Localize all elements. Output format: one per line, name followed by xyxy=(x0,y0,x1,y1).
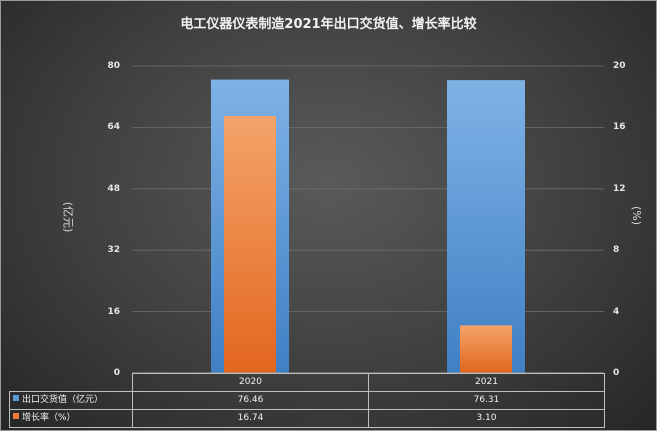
bar-growth-rate xyxy=(460,325,512,373)
category-label: 2020 xyxy=(132,373,369,392)
legend-key-blue xyxy=(13,395,19,401)
left-tick-label: 64 xyxy=(107,122,120,133)
left-tick-label: 0 xyxy=(113,368,120,378)
right-tick-label: 12 xyxy=(613,183,626,194)
data-label: 76.31 xyxy=(368,391,605,410)
left-tick-label: 48 xyxy=(107,183,120,194)
bar-export-value xyxy=(447,80,525,374)
left-tick-label: 16 xyxy=(107,306,120,317)
data-label: 3.10 xyxy=(368,409,605,428)
left-tick-label: 32 xyxy=(107,245,120,256)
data-table-header-row: 2020 2021 xyxy=(9,373,605,392)
right-tick-label: 8 xyxy=(613,245,620,256)
legend-label: 出口交货值（亿元） xyxy=(22,395,104,405)
data-table-row: 增长率（%） 16.74 3.10 xyxy=(9,409,605,428)
legend-key-orange xyxy=(13,413,19,419)
bar-growth-rate xyxy=(224,116,276,373)
data-table: 2020 2021 出口交货值（亿元） 76.46 76.31 增长率（%） 1… xyxy=(9,373,605,428)
category-label: 2021 xyxy=(368,373,605,392)
data-table-row: 出口交货值（亿元） 76.46 76.31 xyxy=(9,391,605,410)
legend-entry: 增长率（%） xyxy=(9,409,133,428)
right-tick-label: 16 xyxy=(613,122,626,133)
chart-title: 电工仪器仪表制造2021年出口交货值、增长率比较 xyxy=(180,17,477,32)
data-label: 76.46 xyxy=(132,391,369,410)
left-tick-label: 80 xyxy=(107,61,120,71)
right-tick-label: 0 xyxy=(613,368,620,378)
data-label: 16.74 xyxy=(132,409,369,428)
right-tick-label: 20 xyxy=(613,61,626,71)
legend-label: 增长率（%） xyxy=(22,413,76,423)
data-table-corner xyxy=(9,373,133,392)
legend-entry: 出口交货值（亿元） xyxy=(9,391,133,410)
right-tick-label: 4 xyxy=(613,306,620,317)
